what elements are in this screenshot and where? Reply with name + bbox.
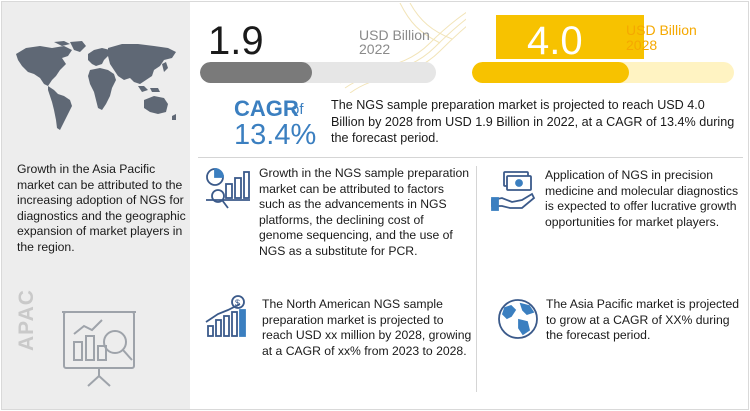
progress-fill-2022 — [200, 62, 313, 83]
card-text-opportunities: Application of NGS in precision medicine… — [545, 168, 739, 229]
globe-icon — [498, 299, 538, 339]
progress-bar-2022 — [200, 62, 436, 83]
market-value-2022: 1.9 — [208, 19, 264, 63]
vertical-divider — [476, 166, 477, 392]
progress-bar-2028 — [472, 62, 734, 83]
dollar-bar-chart-icon: $ — [205, 295, 246, 337]
cagr-value: 13.4% — [234, 119, 317, 151]
apac-growth-text: Growth in the Asia Pacific market can be… — [17, 162, 186, 254]
unit-text-2028: USD Billion — [626, 22, 697, 38]
cagr-label: CAGR — [234, 96, 299, 121]
left-panel: Growth in the Asia Pacific market can be… — [2, 2, 190, 409]
card-text-north-america: The North American NGS sample preparatio… — [262, 297, 472, 358]
region-label: APAC — [15, 289, 38, 351]
unit-label-2028: USD Billion 2028 — [626, 23, 697, 53]
card-text-drivers: Growth in the NGS sample preparation mar… — [259, 166, 469, 258]
analytics-board-icon — [62, 311, 136, 387]
progress-fill-2028 — [472, 62, 630, 83]
unit-label-2022: USD Billion 2022 — [359, 28, 430, 56]
money-hand-icon — [491, 171, 536, 211]
growth-chart-icon — [206, 168, 250, 209]
year-text-2028: 2028 — [626, 37, 658, 53]
card-text-asia-pacific: The Asia Pacific market is projected to … — [546, 297, 740, 343]
horizontal-divider — [198, 157, 743, 158]
cagr-of-text: of — [291, 101, 304, 118]
svg-text:$: $ — [235, 298, 240, 308]
market-summary-text: The NGS sample preparation market is pro… — [331, 98, 735, 145]
year-text-2022: 2022 — [359, 41, 391, 57]
market-value-2028: 4.0 — [527, 19, 583, 63]
world-map-icon — [16, 41, 176, 130]
unit-text-2022: USD Billion — [359, 27, 430, 43]
